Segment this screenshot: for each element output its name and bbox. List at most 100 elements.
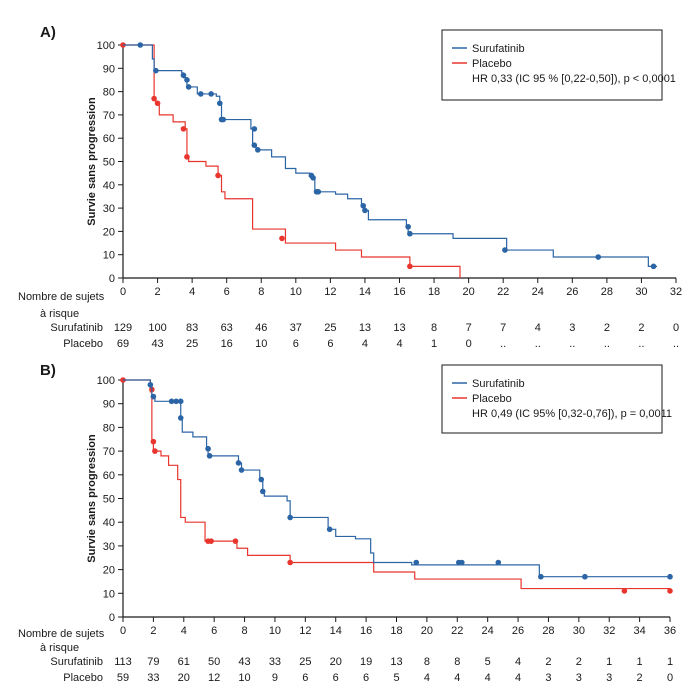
risk-count: 1 — [606, 656, 612, 668]
censor-mark-placebo — [150, 438, 157, 445]
y-tick-label: 80 — [103, 87, 115, 99]
risk-count: 50 — [208, 656, 220, 668]
risk-count: 4 — [396, 338, 402, 350]
censor-mark-placebo — [180, 126, 187, 132]
risk-count: 5 — [485, 656, 491, 668]
y-tick-label: 100 — [97, 375, 115, 387]
censor-mark-surufatinib — [177, 415, 184, 421]
x-tick-label: 8 — [241, 625, 247, 637]
y-tick-label: 20 — [103, 565, 115, 577]
x-tick-label: 30 — [635, 286, 647, 298]
risk-row-label: Placebo — [63, 672, 103, 684]
x-tick-label: 34 — [633, 625, 645, 637]
risk-count: 0 — [667, 672, 673, 684]
risk-count: 4 — [515, 672, 521, 684]
risk-count: 1 — [637, 656, 643, 668]
censor-mark-surufatinib — [407, 230, 413, 237]
risk-header-line: à risque — [40, 308, 79, 320]
y-tick-label: 30 — [103, 203, 115, 215]
x-tick-label: 4 — [189, 286, 195, 298]
risk-count: 6 — [302, 672, 308, 684]
y-tick-label: 10 — [103, 588, 115, 600]
risk-count: 59 — [117, 672, 129, 684]
risk-count: .. — [673, 338, 679, 350]
y-axis-label: Survie sans progression — [86, 97, 98, 226]
y-tick-label: 0 — [109, 273, 115, 285]
censor-mark-placebo — [154, 100, 161, 107]
censor-mark-placebo — [232, 538, 239, 544]
censor-mark-surufatinib — [360, 202, 367, 209]
risk-count: 83 — [186, 322, 198, 334]
censor-mark-surufatinib — [206, 453, 213, 459]
legend-label: Placebo — [472, 393, 512, 405]
x-tick-label: 14 — [330, 625, 342, 637]
risk-count: 10 — [255, 338, 267, 350]
legend-note: HR 0,49 (IC 95% [0,32-0,76]), p = 0,0011 — [472, 408, 672, 420]
risk-count: 7 — [500, 322, 506, 334]
censor-mark-surufatinib — [595, 254, 602, 260]
censor-mark-surufatinib — [502, 247, 508, 253]
legend-label: Surufatinib — [472, 378, 525, 390]
risk-count: 12 — [208, 672, 220, 684]
censor-mark-surufatinib — [650, 263, 657, 270]
y-tick-label: 50 — [103, 494, 115, 506]
risk-count: 33 — [269, 656, 281, 668]
risk-count: 7 — [466, 322, 472, 334]
risk-count: 100 — [148, 322, 166, 334]
y-tick-label: 90 — [103, 63, 115, 75]
censor-mark-surufatinib — [137, 42, 144, 48]
risk-count: 4 — [454, 672, 460, 684]
x-tick-label: 24 — [482, 625, 494, 637]
x-tick-label: 20 — [421, 625, 433, 637]
x-tick-label: 26 — [512, 625, 524, 637]
censor-mark-surufatinib — [315, 188, 322, 195]
risk-count: 63 — [221, 322, 233, 334]
y-tick-label: 50 — [103, 157, 115, 169]
risk-count: 2 — [545, 656, 551, 668]
y-tick-label: 60 — [103, 470, 115, 482]
censor-mark-surufatinib — [177, 398, 184, 405]
x-tick-label: 12 — [324, 286, 336, 298]
risk-count: 0 — [466, 338, 472, 350]
censor-mark-placebo — [621, 588, 628, 594]
legend-box — [441, 364, 663, 434]
panel-label: A) — [40, 24, 56, 41]
x-tick-label: 24 — [532, 286, 544, 298]
y-tick-label: 80 — [103, 422, 115, 434]
risk-header-line: Nombre de sujets — [18, 628, 105, 640]
risk-count: .. — [500, 338, 506, 350]
risk-count: 113 — [114, 656, 132, 668]
censor-mark-surufatinib — [582, 573, 588, 580]
risk-row-label: Placebo — [63, 338, 103, 350]
y-tick-label: 40 — [103, 180, 115, 192]
censor-mark-surufatinib — [251, 142, 258, 148]
censor-mark-surufatinib — [220, 116, 227, 123]
censor-mark-surufatinib — [538, 573, 544, 580]
censor-mark-placebo — [208, 538, 214, 544]
risk-count: 5 — [393, 672, 399, 684]
risk-count: 6 — [327, 338, 333, 350]
risk-count: 1 — [431, 338, 437, 350]
series-line-placebo — [123, 44, 461, 278]
x-tick-label: 8 — [258, 286, 264, 298]
risk-count: 43 — [151, 338, 163, 350]
legend-label: Placebo — [472, 58, 512, 70]
x-tick-label: 0 — [120, 286, 126, 298]
x-tick-label: 10 — [290, 286, 302, 298]
x-tick-label: 14 — [359, 286, 371, 298]
risk-count: 2 — [576, 656, 582, 668]
risk-count: 9 — [272, 672, 278, 684]
x-tick-label: 26 — [566, 286, 578, 298]
legend-note: HR 0,33 (IC 95 % [0,22-0,50]), p < 0,000… — [472, 73, 676, 85]
risk-count: .. — [638, 338, 644, 350]
x-tick-label: 10 — [269, 625, 281, 637]
risk-count: 0 — [673, 322, 679, 334]
risk-count: 4 — [515, 656, 521, 668]
y-tick-label: 90 — [103, 399, 115, 411]
risk-count: .. — [604, 338, 610, 350]
censor-mark-surufatinib — [153, 67, 159, 74]
risk-count: 3 — [545, 672, 551, 684]
risk-row-label: Surufatinib — [50, 656, 103, 668]
